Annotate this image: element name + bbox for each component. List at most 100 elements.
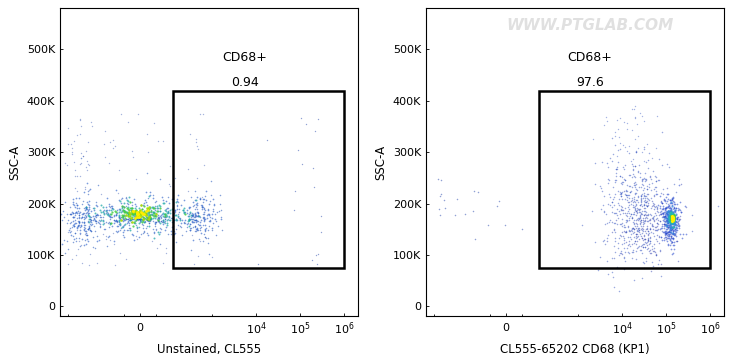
Point bbox=[135, 219, 146, 225]
Point bbox=[662, 203, 674, 209]
Point bbox=[123, 211, 135, 217]
Point bbox=[196, 206, 208, 211]
Point bbox=[628, 204, 640, 210]
Point bbox=[668, 214, 679, 219]
Point bbox=[606, 269, 618, 275]
Point bbox=[642, 203, 654, 209]
Point bbox=[650, 191, 662, 197]
Point bbox=[673, 216, 684, 222]
Point bbox=[137, 215, 149, 221]
Point bbox=[72, 208, 84, 214]
Point bbox=[135, 214, 146, 220]
Point bbox=[657, 191, 668, 197]
Point bbox=[627, 211, 638, 217]
Point bbox=[74, 225, 86, 230]
Point bbox=[669, 221, 681, 227]
Point bbox=[70, 217, 81, 223]
Point bbox=[144, 218, 156, 224]
Point bbox=[154, 203, 166, 209]
Point bbox=[619, 229, 631, 235]
Point bbox=[607, 195, 619, 201]
Point bbox=[621, 126, 633, 132]
Point bbox=[61, 238, 72, 244]
Point bbox=[660, 219, 671, 225]
Point bbox=[116, 229, 128, 235]
Point bbox=[659, 221, 671, 227]
Point bbox=[649, 249, 660, 254]
Point bbox=[157, 217, 169, 222]
Point bbox=[662, 191, 673, 197]
Point bbox=[129, 213, 141, 219]
Point bbox=[65, 228, 77, 234]
Point bbox=[632, 145, 644, 151]
Point bbox=[660, 215, 672, 221]
Point bbox=[105, 207, 117, 213]
Point bbox=[168, 217, 180, 223]
Point bbox=[671, 216, 683, 222]
Point bbox=[624, 172, 635, 178]
Point bbox=[312, 116, 324, 122]
Point bbox=[81, 204, 92, 210]
Point bbox=[98, 211, 110, 217]
Point bbox=[668, 216, 680, 222]
Point bbox=[157, 218, 168, 224]
Point bbox=[70, 209, 81, 215]
Point bbox=[659, 206, 671, 211]
Point bbox=[660, 228, 671, 234]
Point bbox=[136, 210, 148, 216]
Point bbox=[169, 207, 181, 213]
Point bbox=[618, 176, 630, 182]
Point bbox=[624, 244, 635, 249]
Point bbox=[70, 238, 81, 244]
Point bbox=[199, 234, 211, 240]
Point bbox=[617, 179, 629, 185]
Point bbox=[137, 217, 149, 223]
Point bbox=[132, 209, 143, 215]
Point bbox=[631, 238, 643, 244]
Point bbox=[64, 211, 76, 217]
Point bbox=[171, 196, 183, 202]
Point bbox=[662, 223, 673, 229]
Point bbox=[602, 219, 613, 225]
Point bbox=[167, 215, 179, 221]
Point bbox=[146, 217, 157, 222]
Point bbox=[212, 223, 223, 229]
Point bbox=[661, 223, 673, 229]
Point bbox=[662, 212, 673, 218]
Point bbox=[63, 227, 75, 233]
Point bbox=[184, 205, 195, 210]
Point bbox=[657, 211, 668, 217]
Point bbox=[86, 217, 97, 222]
Point bbox=[653, 177, 665, 183]
Point bbox=[651, 215, 662, 221]
Point bbox=[82, 226, 94, 232]
Point bbox=[613, 215, 624, 221]
Point bbox=[619, 144, 630, 150]
Point bbox=[598, 237, 610, 243]
Point bbox=[629, 221, 640, 227]
Point bbox=[632, 199, 644, 205]
Point bbox=[594, 254, 605, 260]
Point bbox=[125, 205, 137, 211]
Point bbox=[667, 216, 679, 222]
Point bbox=[670, 229, 681, 235]
Point bbox=[70, 235, 82, 241]
Point bbox=[668, 198, 679, 204]
Point bbox=[630, 201, 642, 206]
Point bbox=[632, 206, 643, 212]
Point bbox=[649, 241, 660, 247]
Point bbox=[675, 209, 687, 215]
Point bbox=[655, 190, 667, 195]
Point bbox=[664, 242, 676, 248]
Point bbox=[605, 217, 616, 223]
Point bbox=[640, 240, 651, 246]
Point bbox=[119, 212, 130, 218]
Point bbox=[152, 205, 164, 211]
Point bbox=[666, 209, 678, 215]
Point bbox=[665, 233, 676, 239]
Point bbox=[102, 210, 113, 216]
Point bbox=[668, 225, 680, 230]
Point bbox=[613, 209, 625, 214]
Point bbox=[157, 210, 169, 216]
Point bbox=[87, 213, 99, 219]
